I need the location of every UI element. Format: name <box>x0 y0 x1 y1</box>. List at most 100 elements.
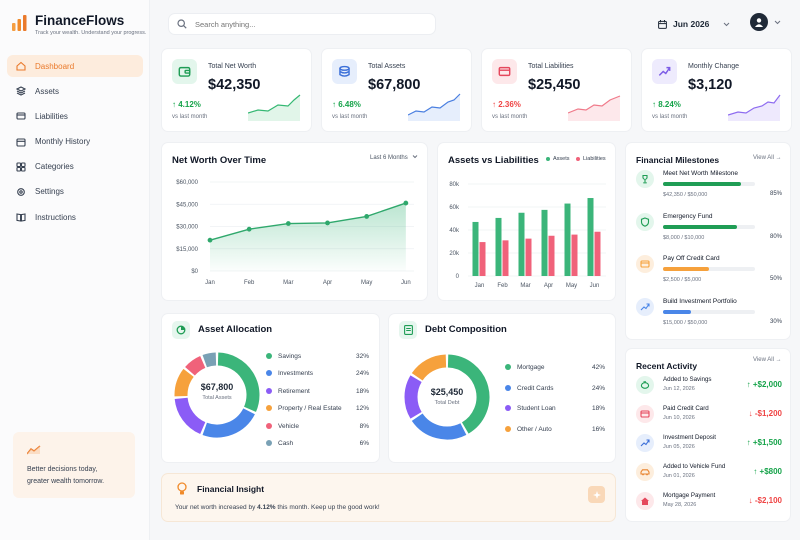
data-point[interactable] <box>364 214 370 219</box>
credit-card-icon <box>640 410 650 418</box>
donut-slice[interactable] <box>174 397 206 435</box>
bar-assets[interactable] <box>518 212 525 276</box>
debt-icon <box>399 321 417 339</box>
y-tick-label: 20k <box>449 251 460 257</box>
x-tick-label: Mar <box>520 283 530 289</box>
stat-card-total-assets[interactable]: Total Assets $67,800 ↑ 6.48% vs last month <box>321 48 472 132</box>
milestone-pct: 30% <box>769 318 782 325</box>
data-point[interactable] <box>207 237 213 243</box>
donut-slice[interactable] <box>202 352 217 368</box>
donut-slice[interactable] <box>411 413 467 440</box>
donut-slice[interactable] <box>447 354 490 434</box>
activity-title: Added to Vehicle Fund <box>663 463 726 470</box>
milestone-item[interactable]: Emergency Fund $8,000 / $10,000 80% <box>636 212 782 247</box>
activity-icon <box>636 492 654 510</box>
car-icon <box>640 469 650 476</box>
user-icon <box>755 18 763 27</box>
sidebar-item-label: Liabilities <box>35 111 68 121</box>
bar-liabilities[interactable] <box>525 238 532 276</box>
y-tick-label: $30,000 <box>176 225 198 231</box>
x-tick-label: Mar <box>283 280 293 286</box>
legend-dot <box>266 440 272 446</box>
milestone-item[interactable]: Pay Off Credit Card $2,500 / $5,000 50% <box>636 255 782 289</box>
bar-assets[interactable] <box>472 221 479 276</box>
legend-label: Investments <box>278 370 314 378</box>
activity-view-all-link[interactable]: View All → <box>753 357 782 363</box>
bar-liabilities[interactable] <box>548 235 555 276</box>
bar-liabilities[interactable] <box>502 240 509 276</box>
milestone-progress <box>663 309 755 314</box>
stat-card-total-liabilities[interactable]: Total Liabilities $25,450 ↑ 2.36% vs last m… <box>481 48 632 132</box>
donut-slice[interactable] <box>404 375 422 419</box>
donut-slice[interactable] <box>202 408 255 438</box>
allocation-center-value: $67,800 <box>200 382 234 392</box>
stat-change: ↑ 2.36% <box>492 100 521 109</box>
stat-card-total-net-worth[interactable]: Total Net Worth $42,350 ↑ 4.12% vs last mon… <box>161 48 312 132</box>
stat-icon <box>652 59 677 84</box>
sidebar-item-label: Settings <box>35 187 64 197</box>
stat-label: Total Liabilities <box>528 63 574 70</box>
sidebar-item-categories[interactable]: Categories <box>7 156 143 178</box>
data-point[interactable] <box>403 200 409 206</box>
data-point[interactable] <box>246 226 252 232</box>
legend-dot <box>266 387 272 394</box>
donut-slice[interactable] <box>411 354 447 381</box>
bar-assets[interactable] <box>495 217 502 276</box>
donut-slice[interactable] <box>174 368 194 397</box>
networth-chart: $0 $15,000 $30,000 $45,000 $60,000 Jan Feb Mar A… <box>176 180 414 286</box>
bar-liabilities[interactable] <box>571 234 578 276</box>
trophy-icon <box>642 174 648 184</box>
sidebar-item-settings[interactable]: Settings <box>7 181 143 203</box>
stat-value: $67,800 <box>368 77 421 93</box>
activity-date: Jun 05, 2026 <box>663 444 695 450</box>
legend-label: Property / Real Estate <box>278 405 342 413</box>
insight-action-button[interactable] <box>588 486 605 503</box>
sidebar-item-liabilities[interactable]: Liabilities <box>7 105 143 127</box>
debt-card: Debt Composition $25,450 Total Debt Mort… <box>388 313 616 463</box>
avatar[interactable] <box>750 13 768 31</box>
bar-liabilities[interactable] <box>479 242 486 276</box>
milestone-progress-fill <box>663 267 709 271</box>
stat-card-monthly-change[interactable]: Monthly Change $3,120 ↑ 8.24% vs last month <box>641 48 792 132</box>
activity-amount: ↑ +$2,000 <box>746 380 782 389</box>
bar-assets[interactable] <box>541 209 548 276</box>
bar-assets[interactable] <box>564 203 571 276</box>
milestone-item[interactable]: Build Investment Portfolio $15,000 / $50,… <box>636 297 782 332</box>
book-icon <box>16 213 26 222</box>
data-point[interactable] <box>325 220 330 226</box>
activity-item[interactable]: Added to Savings Jun 12, 2026 ↑ +$2,000 <box>636 375 782 399</box>
legend-pct: 6% <box>359 440 369 447</box>
calendar-icon <box>658 19 667 29</box>
range-dropdown[interactable]: Last 6 Months <box>370 155 418 161</box>
sidebar-item-dashboard[interactable]: Dashboard <box>7 55 143 77</box>
legend-pct: 18% <box>591 405 605 412</box>
date-picker[interactable]: Jun 2026 <box>652 13 732 35</box>
search-input[interactable] <box>195 19 415 29</box>
bar-assets[interactable] <box>587 198 594 276</box>
milestones-view-all-link[interactable]: View All → <box>753 155 782 161</box>
sidebar-item-assets[interactable]: Assets <box>7 80 143 102</box>
data-point[interactable] <box>285 221 291 226</box>
activity-item[interactable]: Mortgage Payment May 28, 2026 ↓ -$2,100 <box>636 491 782 515</box>
bar-liabilities[interactable] <box>594 231 601 276</box>
legend-label: Student Loan <box>517 405 556 412</box>
milestone-progress-fill <box>663 309 691 314</box>
sidebar-item-monthly-history[interactable]: Monthly History <box>7 131 143 153</box>
activity-item[interactable]: Investment Deposit Jun 05, 2026 ↑ +$1,500 <box>636 433 782 457</box>
x-tick-label: Feb <box>244 280 255 286</box>
donut-slice[interactable] <box>217 352 260 412</box>
legend-item: Property / Real Estate 12% <box>266 405 369 417</box>
search-icon <box>177 19 187 29</box>
user-menu[interactable] <box>750 13 781 31</box>
activity-item[interactable]: Paid Credit Card Jun 10, 2026 ↓ -$1,200 <box>636 404 782 428</box>
area-fill <box>210 203 406 271</box>
search-bar[interactable] <box>168 13 436 35</box>
y-tick-label: $60,000 <box>176 180 198 186</box>
sidebar-item-instructions[interactable]: Instructions <box>7 206 143 228</box>
credit-card-icon <box>498 66 511 77</box>
activity-item[interactable]: Added to Vehicle Fund Jun 01, 2026 ↑ +$800 <box>636 462 782 486</box>
legend-label: Other / Auto <box>517 425 552 433</box>
donut-slice[interactable] <box>185 355 206 376</box>
milestone-item[interactable]: Meet Net Worth Milestone $42,350 / $50,00… <box>636 170 782 204</box>
activity-icon <box>636 463 654 481</box>
